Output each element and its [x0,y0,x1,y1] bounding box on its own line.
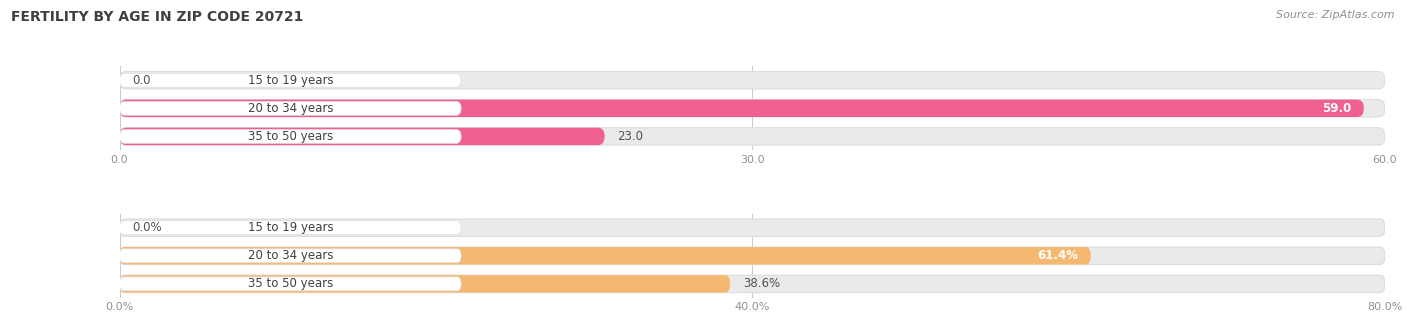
Text: 59.0: 59.0 [1322,102,1351,115]
Text: Source: ZipAtlas.com: Source: ZipAtlas.com [1277,10,1395,20]
FancyBboxPatch shape [120,277,461,291]
Text: 23.0: 23.0 [617,130,643,143]
Text: 35 to 50 years: 35 to 50 years [247,277,333,290]
Text: FERTILITY BY AGE IN ZIP CODE 20721: FERTILITY BY AGE IN ZIP CODE 20721 [11,10,304,24]
FancyBboxPatch shape [120,247,1385,264]
Text: 0.0: 0.0 [132,74,150,87]
FancyBboxPatch shape [120,71,1385,89]
FancyBboxPatch shape [120,101,461,115]
FancyBboxPatch shape [120,221,461,235]
FancyBboxPatch shape [120,247,1091,264]
FancyBboxPatch shape [120,128,605,145]
FancyBboxPatch shape [120,100,1364,117]
FancyBboxPatch shape [120,100,1385,117]
Text: 15 to 19 years: 15 to 19 years [247,221,333,234]
Text: 0.0%: 0.0% [132,221,162,234]
Text: 61.4%: 61.4% [1038,249,1078,262]
Text: 38.6%: 38.6% [742,277,780,290]
Text: 15 to 19 years: 15 to 19 years [247,74,333,87]
FancyBboxPatch shape [120,249,461,263]
FancyBboxPatch shape [120,275,730,293]
FancyBboxPatch shape [120,129,461,143]
FancyBboxPatch shape [120,73,461,87]
Text: 20 to 34 years: 20 to 34 years [247,102,333,115]
FancyBboxPatch shape [120,275,1385,293]
Text: 35 to 50 years: 35 to 50 years [247,130,333,143]
Text: 20 to 34 years: 20 to 34 years [247,249,333,262]
FancyBboxPatch shape [120,128,1385,145]
FancyBboxPatch shape [120,219,1385,236]
